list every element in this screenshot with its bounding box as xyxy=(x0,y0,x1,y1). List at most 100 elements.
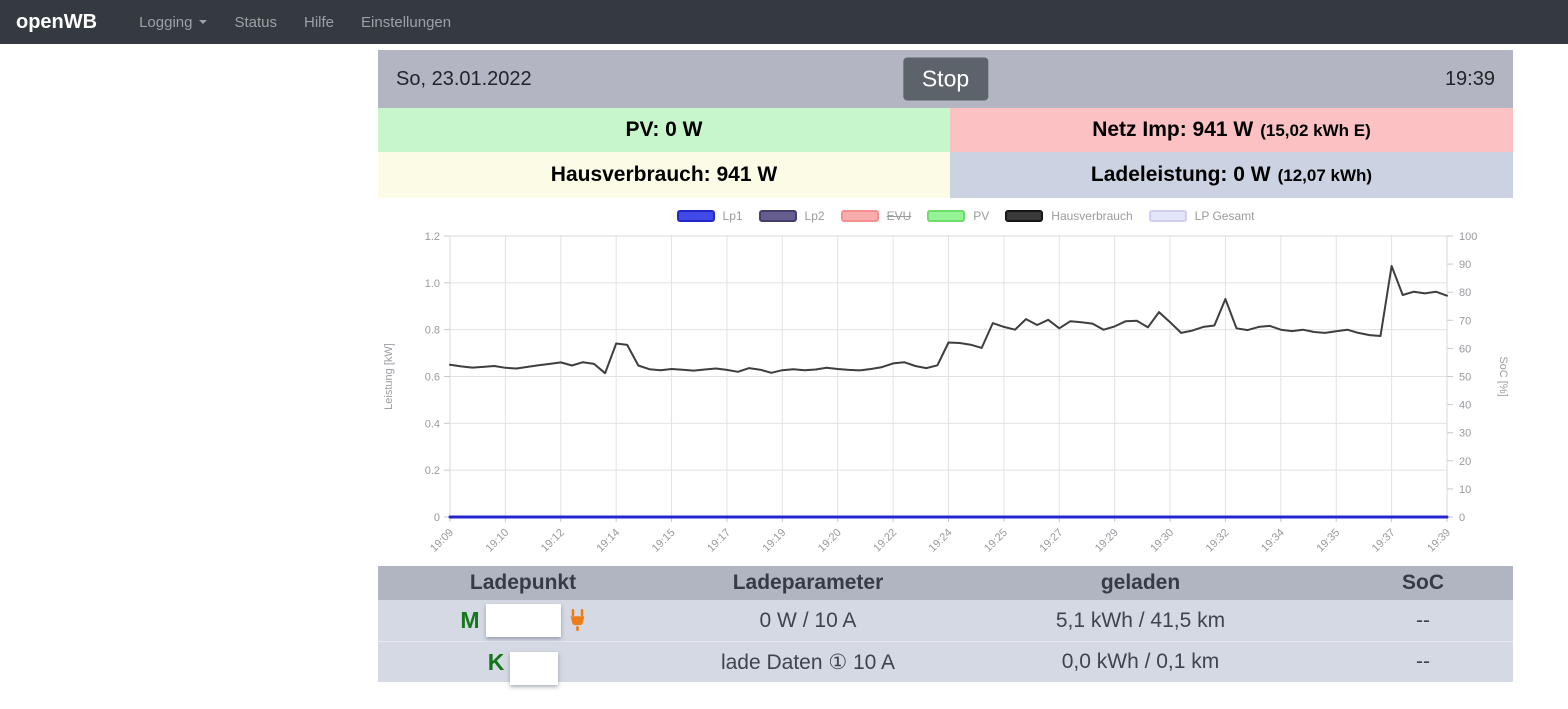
cell-ladepunkt: K xyxy=(378,646,668,685)
house-consumption-value: Hausverbrauch: 941 W xyxy=(550,163,778,186)
legend-swatch xyxy=(1148,210,1187,222)
charge-power-value: Ladeleistung: 0 W xyxy=(1090,163,1271,186)
table-row: M 0 W / 10 A 5,1 kWh / 41,5 km -- xyxy=(378,600,1513,641)
status-tiles: PV: 0 W Netz Imp: 941 W (15,02 kWh E) Ha… xyxy=(378,108,1513,198)
legend-item-lp-gesamt[interactable]: LP Gesamt xyxy=(1148,209,1255,223)
legend-label: Lp2 xyxy=(804,209,825,223)
svg-text:19:15: 19:15 xyxy=(650,527,678,555)
series-hausverbrauch xyxy=(449,265,1448,375)
cell-soc: -- xyxy=(1416,608,1430,632)
legend-swatch xyxy=(1005,210,1044,222)
legend-label: EVU xyxy=(886,209,912,223)
svg-text:19:14: 19:14 xyxy=(594,527,622,555)
main-container: So, 23.01.2022 Stop 19:39 PV: 0 W Netz I… xyxy=(378,50,1513,685)
svg-text:0.4: 0.4 xyxy=(425,418,440,430)
nav-item-einstellungen[interactable]: Einstellungen xyxy=(361,13,452,31)
legend-label: PV xyxy=(973,209,990,223)
nav-item-hilfe[interactable]: Hilfe xyxy=(304,13,335,31)
grid-import-tile: Netz Imp: 941 W (15,02 kWh E) xyxy=(950,108,1513,152)
svg-text:70: 70 xyxy=(1459,315,1471,327)
chart-legend: Lp1 Lp2 EVU PV Hausverbrauch LP Gesamt xyxy=(418,206,1513,226)
col-header-ladeparameter: Ladeparameter xyxy=(732,571,884,594)
chargepoint-name[interactable]: K xyxy=(487,648,505,675)
nav-item-status[interactable]: Status xyxy=(234,13,278,31)
redacted-name xyxy=(485,604,561,637)
nav-item-logging-label: Logging xyxy=(139,13,193,31)
col-header-geladen: geladen xyxy=(1100,571,1181,594)
svg-text:19:30: 19:30 xyxy=(1148,527,1176,555)
nav-item-logging[interactable]: Logging xyxy=(139,13,208,31)
svg-text:19:17: 19:17 xyxy=(705,527,733,555)
legend-item-lp1[interactable]: Lp1 xyxy=(676,209,743,223)
cell-ladepunkt: M xyxy=(378,604,668,637)
svg-text:0: 0 xyxy=(434,512,440,524)
svg-text:19:37: 19:37 xyxy=(1370,527,1398,555)
svg-text:19:25: 19:25 xyxy=(982,527,1010,555)
legend-swatch xyxy=(927,210,966,222)
svg-text:0.2: 0.2 xyxy=(425,465,440,477)
legend-item-lp2[interactable]: Lp2 xyxy=(758,209,825,223)
svg-text:19:24: 19:24 xyxy=(927,527,955,555)
svg-text:1.2: 1.2 xyxy=(425,231,440,243)
legend-item-pv[interactable]: PV xyxy=(927,209,989,223)
svg-text:10: 10 xyxy=(1459,484,1471,496)
cell-soc: -- xyxy=(1416,650,1430,673)
svg-text:Leistung [kW]: Leistung [kW] xyxy=(383,343,395,410)
legend-swatch xyxy=(758,210,797,222)
svg-text:0.8: 0.8 xyxy=(425,325,440,337)
cell-geladen: 5,1 kWh / 41,5 km xyxy=(1055,608,1226,632)
svg-text:19:20: 19:20 xyxy=(816,527,844,555)
svg-text:100: 100 xyxy=(1459,231,1477,243)
legend-swatch xyxy=(676,210,715,222)
chevron-down-icon xyxy=(199,20,208,24)
legend-label: Hausverbrauch xyxy=(1051,209,1133,223)
svg-text:19:10: 19:10 xyxy=(484,527,512,555)
svg-text:90: 90 xyxy=(1459,259,1471,271)
current-date: So, 23.01.2022 xyxy=(396,67,532,90)
svg-text:19:34: 19:34 xyxy=(1259,527,1287,555)
table-header-row: Ladepunkt Ladeparameter geladen SoC xyxy=(378,566,1513,600)
svg-text:19:32: 19:32 xyxy=(1204,527,1232,555)
plug-icon xyxy=(569,609,586,632)
pv-tile: PV: 0 W xyxy=(378,108,950,152)
chargepoint-table: Ladepunkt Ladeparameter geladen SoC M 0 W… xyxy=(378,566,1513,685)
house-consumption-tile: Hausverbrauch: 941 W xyxy=(378,152,950,198)
svg-text:60: 60 xyxy=(1459,343,1471,355)
legend-item-evu[interactable]: EVU xyxy=(840,209,912,223)
cell-geladen: 0,0 kWh / 0,1 km xyxy=(1061,650,1220,673)
svg-text:SoC [%]: SoC [%] xyxy=(1497,356,1509,396)
svg-text:80: 80 xyxy=(1459,287,1471,299)
cell-ladeparameter: lade Daten ① 10 A xyxy=(720,650,896,674)
power-chart: 0 0.2 0.4 0.6 0.8 1.0 1.2 0 10 20 30 40 50 60 70 80 90 10… xyxy=(383,231,1509,555)
redacted-name xyxy=(510,651,559,685)
legend-label: LP Gesamt xyxy=(1194,209,1255,223)
svg-text:19:12: 19:12 xyxy=(539,527,567,555)
charge-power-tile: Ladeleistung: 0 W (12,07 kWh) xyxy=(950,152,1513,198)
svg-text:19:29: 19:29 xyxy=(1093,527,1121,555)
svg-text:19:22: 19:22 xyxy=(871,527,899,555)
svg-text:20: 20 xyxy=(1459,456,1471,468)
grid-import-value: Netz Imp: 941 W xyxy=(1092,118,1254,141)
navbar: openWB Logging Status Hilfe Einstellunge… xyxy=(0,0,1568,44)
svg-text:1.0: 1.0 xyxy=(425,278,440,290)
svg-text:19:27: 19:27 xyxy=(1037,527,1065,555)
cell-ladeparameter: 0 W / 10 A xyxy=(759,608,857,632)
svg-text:30: 30 xyxy=(1459,428,1471,440)
col-header-soc: SoC xyxy=(1402,571,1444,594)
svg-text:50: 50 xyxy=(1459,372,1471,384)
col-header-ladepunkt: Ladepunkt xyxy=(469,571,577,594)
charge-energy: (12,07 kWh) xyxy=(1277,166,1373,185)
brand-logo[interactable]: openWB xyxy=(16,10,98,33)
svg-text:0: 0 xyxy=(1459,512,1465,524)
grid-import-energy: (15,02 kWh E) xyxy=(1260,121,1371,140)
svg-text:19:39: 19:39 xyxy=(1425,527,1453,555)
svg-text:19:35: 19:35 xyxy=(1314,527,1342,555)
chargepoint-name[interactable]: M xyxy=(460,607,480,633)
stop-button[interactable]: Stop xyxy=(902,57,989,101)
svg-text:19:19: 19:19 xyxy=(761,527,789,555)
legend-item-hausverbrauch[interactable]: Hausverbrauch xyxy=(1005,209,1133,223)
current-time: 19:39 xyxy=(1444,67,1495,90)
svg-text:40: 40 xyxy=(1459,400,1471,412)
